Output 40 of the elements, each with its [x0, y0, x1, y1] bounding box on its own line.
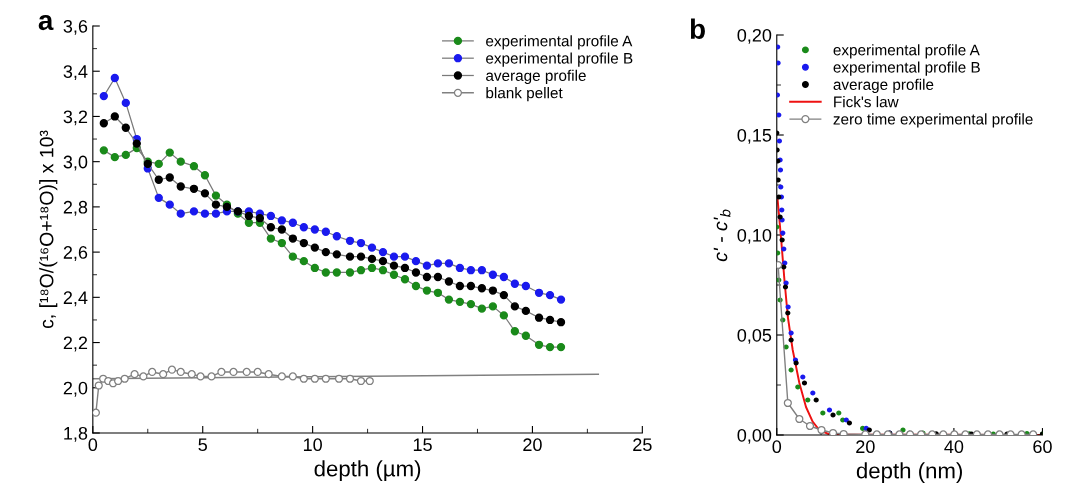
legend-label: zero time experimental profile — [833, 113, 1033, 128]
legend-label: Fick's law — [834, 96, 899, 108]
y-tick-label: 3,0 — [63, 155, 88, 171]
y-tick-label: 2,6 — [63, 246, 88, 261]
x-tick-label: 20 — [856, 440, 875, 454]
y-tick-label: 2,2 — [63, 336, 88, 352]
chart-title: a — [38, 14, 54, 31]
legend-label: blank pellet — [486, 87, 563, 102]
y-tick-label: 0,10 — [737, 228, 772, 244]
x-tick-label: 40 — [944, 440, 964, 454]
x-tick-label: 60 — [1033, 440, 1052, 454]
y-tick-label: 0,15 — [737, 128, 772, 144]
x-axis-title: depth (µm) — [314, 460, 421, 481]
y-tick-label: 2,0 — [63, 381, 88, 397]
y-tick-label: 3,2 — [63, 110, 88, 126]
y-tick-label: 0,05 — [737, 328, 772, 344]
x-tick-label: 0 — [772, 440, 782, 454]
legend-label: experimental profile B — [833, 61, 980, 76]
legend-label: average profile — [486, 69, 586, 84]
y-tick-label: 3,4 — [63, 65, 88, 81]
x-tick-label: 10 — [303, 438, 322, 452]
y-axis-title: c, [¹⁸O/(¹⁶O+¹⁸O)] x 10³ — [39, 130, 58, 329]
x-tick-label: 15 — [413, 438, 432, 452]
y-tick-label: 2,8 — [63, 200, 88, 216]
y-axis-title: c' - c'$_{b}$ — [713, 209, 731, 262]
x-tick-label: 5 — [198, 438, 207, 452]
legend-label: experimental profile B — [486, 52, 633, 67]
y-tick-label: 0,00 — [737, 428, 772, 444]
x-tick-label: 25 — [633, 438, 652, 452]
y-tick-label: 3,6 — [63, 19, 88, 35]
y-tick-label: 2,4 — [63, 291, 88, 307]
legend-label: average profile — [833, 78, 934, 93]
legend-label: experimental profile A — [833, 44, 980, 59]
x-tick-label: 20 — [523, 438, 542, 452]
x-tick-label: 0 — [88, 438, 98, 452]
chart-title: b — [690, 18, 705, 39]
legend-label: experimental profile A — [486, 35, 633, 50]
y-tick-label: 1,8 — [64, 426, 88, 442]
y-tick-label: 0,20 — [737, 28, 772, 44]
x-axis-title: depth (nm) — [856, 462, 962, 483]
